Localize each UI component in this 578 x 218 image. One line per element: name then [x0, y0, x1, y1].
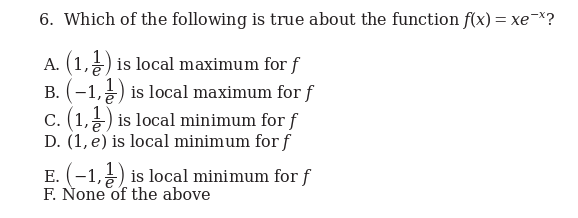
Text: B. $\left(-1,\dfrac{1}{e}\right)$ is local maximum for $f$: B. $\left(-1,\dfrac{1}{e}\right)$ is loc… — [43, 76, 316, 107]
Text: F. None of the above: F. None of the above — [43, 187, 211, 204]
Text: A. $\left(1,\dfrac{1}{e}\right)$ is local maximum for $f$: A. $\left(1,\dfrac{1}{e}\right)$ is loca… — [43, 48, 302, 79]
Text: C. $\left(1,\dfrac{1}{e}\right)$ is local minimum for $f$: C. $\left(1,\dfrac{1}{e}\right)$ is loca… — [43, 104, 300, 135]
Text: D. $(1, e)$ is local minimum for $f$: D. $(1, e)$ is local minimum for $f$ — [43, 132, 294, 153]
Text: E. $\left(-1,\dfrac{1}{e}\right)$ is local minimum for $f$: E. $\left(-1,\dfrac{1}{e}\right)$ is loc… — [43, 160, 313, 191]
Text: 6.  Which of the following is true about the function $f(x) = xe^{-x}$?: 6. Which of the following is true about … — [38, 10, 555, 31]
